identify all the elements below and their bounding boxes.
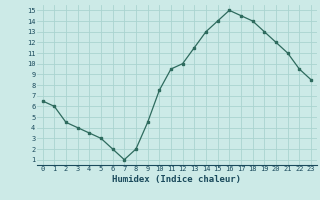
X-axis label: Humidex (Indice chaleur): Humidex (Indice chaleur) bbox=[112, 175, 241, 184]
